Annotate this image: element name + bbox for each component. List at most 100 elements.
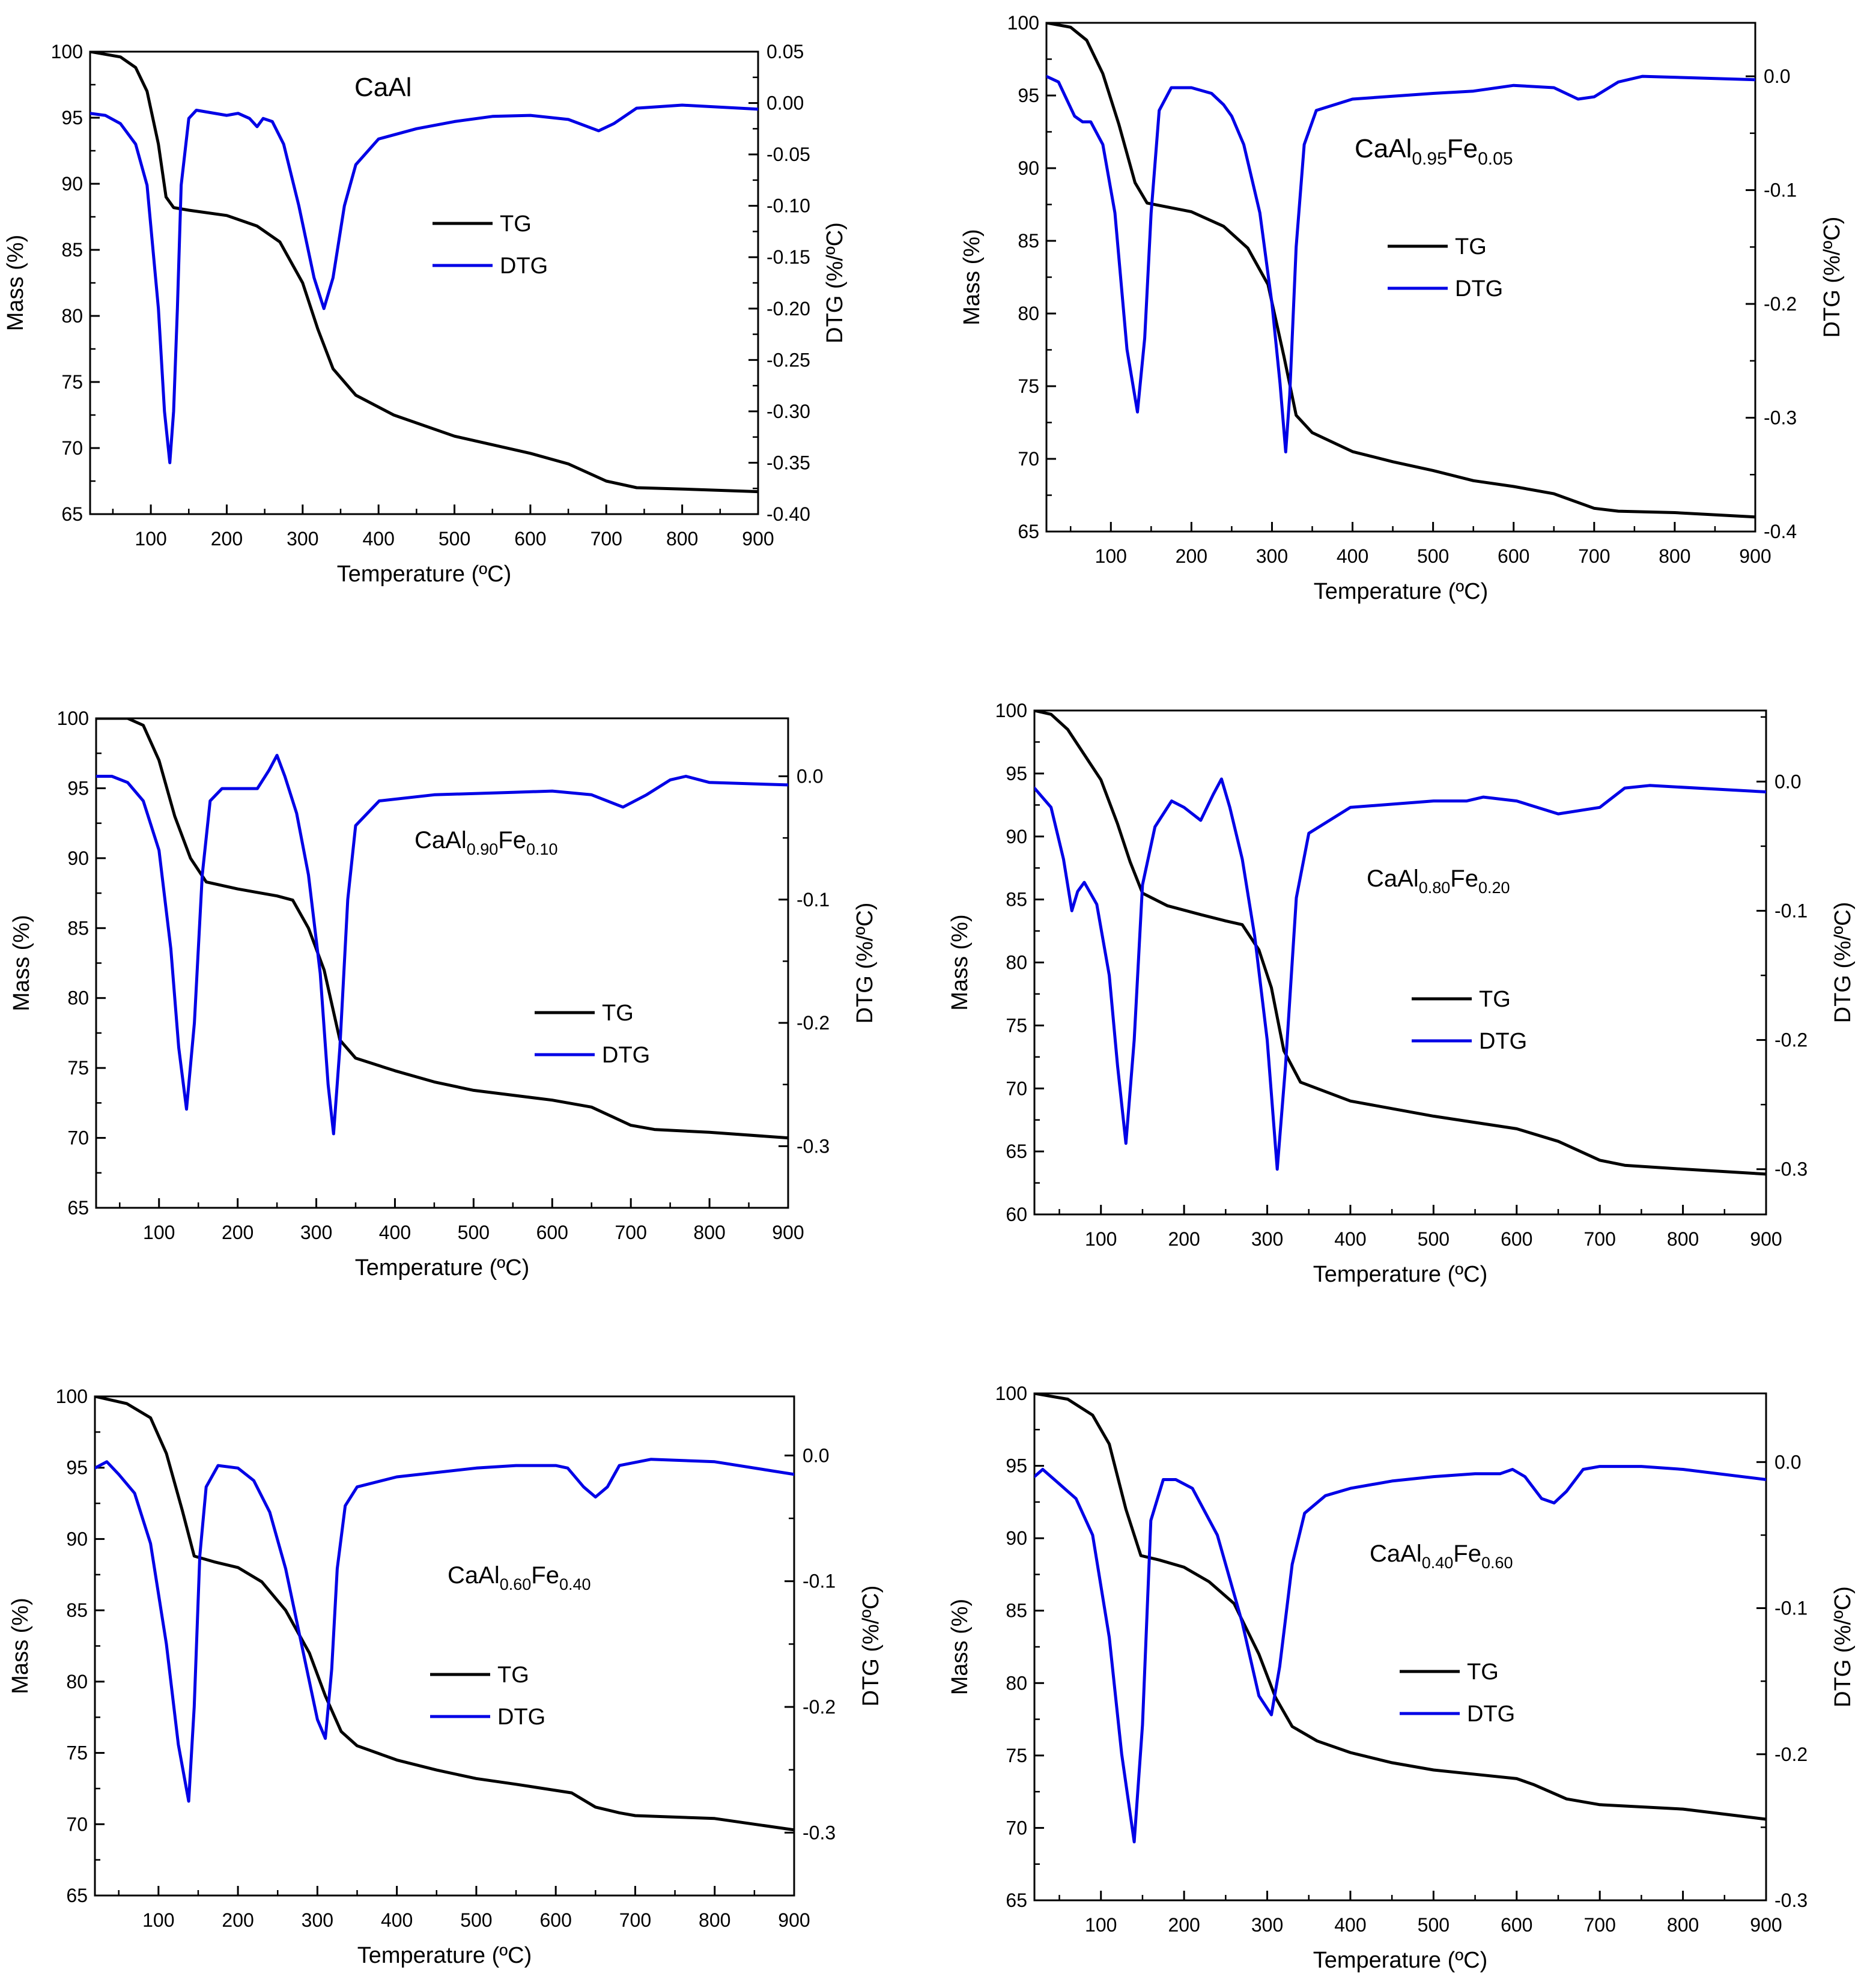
y2-tick-label: -0.15 [767, 246, 810, 268]
y-axis-title: Mass (%) [959, 229, 985, 325]
x-tick-label: 300 [1251, 1228, 1283, 1250]
x-tick-label: 300 [1251, 1914, 1283, 1936]
y2-tick-label: 0.0 [1774, 771, 1801, 792]
legend-label-tg: TG [602, 1001, 634, 1026]
y-tick-label: 95 [66, 1457, 88, 1479]
x-tick-label: 600 [1501, 1914, 1532, 1936]
x-tick-label: 100 [1085, 1914, 1117, 1936]
y2-tick-label: 0.0 [1764, 65, 1790, 87]
y2-tick-label: 0.0 [803, 1444, 829, 1466]
x-axis-title: Temperature (ºC) [357, 1943, 532, 1968]
series-dtg-line [90, 103, 758, 464]
x-tick-label: 700 [619, 1909, 651, 1931]
x-tick-label: 500 [439, 528, 470, 550]
sample-label-subscript: 0.20 [1478, 879, 1510, 897]
y-tick-label: 95 [67, 777, 89, 799]
sample-label-subscript: 0.40 [559, 1575, 591, 1593]
series-dtg-line [96, 754, 788, 1136]
sample-label-part: CaAl [1367, 865, 1419, 892]
x-tick-label: 800 [693, 1222, 725, 1243]
x-axis-title: Temperature (ºC) [337, 562, 512, 587]
y-tick-label: 100 [56, 1386, 88, 1407]
y2-axis-title: DTG (%/ºC) [858, 1586, 884, 1707]
x-tick-label: 500 [1417, 545, 1449, 567]
y2-tick-label: -0.1 [1774, 1598, 1808, 1619]
sample-label-part: CaAl [414, 827, 467, 853]
y2-axis-title: DTG (%/ºC) [1830, 1586, 1856, 1708]
y2-tick-label: 0.0 [1774, 1451, 1801, 1473]
series-tg-line [1034, 711, 1766, 1176]
x-tick-label: 400 [381, 1909, 413, 1931]
y2-tick-label: -0.4 [1764, 521, 1797, 542]
y-tick-label: 75 [1018, 375, 1039, 397]
y-tick-label: 65 [61, 503, 83, 525]
y-tick-label: 80 [61, 305, 83, 327]
x-tick-label: 900 [1739, 545, 1771, 567]
sample-label: CaAl0.95Fe0.05 [1355, 134, 1513, 169]
sample-label-part: Fe [1450, 865, 1478, 892]
x-tick-label: 800 [1667, 1228, 1699, 1250]
y-tick-label: 70 [61, 437, 83, 459]
y-tick-label: 90 [67, 847, 89, 869]
legend-label-dtg: DTG [500, 253, 548, 279]
x-tick-label: 300 [300, 1222, 332, 1243]
y2-tick-label: 0.00 [767, 92, 804, 114]
y-tick-label: 95 [61, 107, 83, 129]
y-tick-label: 75 [67, 1057, 89, 1079]
sample-label-part: CaAl [1355, 134, 1412, 163]
y2-axis-title: DTG (%/ºC) [822, 222, 848, 344]
y2-tick-label: -0.35 [767, 452, 810, 473]
y2-tick-label: -0.3 [1774, 1890, 1808, 1911]
x-tick-label: 200 [1168, 1228, 1200, 1250]
x-tick-label: 200 [1168, 1914, 1200, 1936]
y-tick-label: 85 [1006, 889, 1027, 911]
series-dtg-line [1034, 777, 1766, 1171]
y-tick-label: 90 [1018, 157, 1039, 179]
sample-label-part: CaAl [1370, 1541, 1422, 1567]
legend-label-tg: TG [497, 1662, 529, 1688]
sample-label-part: Fe [531, 1562, 559, 1589]
y-tick-label: 85 [67, 917, 89, 939]
sample-label-part: Fe [1447, 134, 1478, 163]
y2-axis-title: DTG (%/ºC) [1830, 902, 1856, 1023]
y2-tick-label: -0.1 [797, 889, 830, 911]
x-tick-label: 900 [1750, 1914, 1782, 1936]
x-tick-label: 100 [135, 528, 166, 550]
sample-label-subscript: 0.40 [1422, 1554, 1454, 1572]
sample-label-subscript: 0.05 [1478, 149, 1513, 169]
plot-frame [89, 50, 759, 515]
x-tick-label: 500 [1418, 1228, 1450, 1250]
y-tick-label: 80 [1018, 303, 1039, 324]
x-tick-label: 400 [379, 1222, 411, 1243]
sample-label: CaAl0.40Fe0.60 [1370, 1541, 1513, 1572]
sample-label-subscript: 0.80 [1419, 879, 1451, 897]
x-tick-label: 600 [1498, 545, 1529, 567]
y-tick-label: 70 [67, 1127, 89, 1149]
y2-tick-label: -0.2 [1774, 1744, 1808, 1765]
x-tick-label: 900 [1750, 1228, 1782, 1250]
legend-label-tg: TG [500, 211, 532, 237]
y-axis-title: Mass (%) [8, 1598, 33, 1694]
y-tick-label: 75 [61, 371, 83, 393]
legend-label-tg: TG [1467, 1659, 1499, 1685]
x-tick-label: 900 [772, 1222, 804, 1243]
x-tick-label: 800 [1659, 545, 1690, 567]
legend-label-dtg: DTG [602, 1043, 650, 1068]
y2-tick-label: -0.2 [1764, 293, 1797, 315]
y-tick-label: 95 [1018, 85, 1039, 106]
y-tick-label: 60 [1006, 1204, 1027, 1225]
y-tick-label: 65 [1006, 1141, 1027, 1162]
y-tick-label: 90 [1006, 1527, 1027, 1549]
y2-tick-label: -0.05 [767, 144, 810, 165]
series-dtg-line [95, 1458, 794, 1803]
y-axis-title: Mass (%) [9, 915, 34, 1011]
y-tick-label: 95 [1006, 1455, 1027, 1477]
x-axis-title: Temperature (ºC) [1314, 579, 1489, 604]
y-tick-label: 85 [66, 1599, 88, 1621]
sample-label-subscript: 0.60 [1481, 1554, 1513, 1572]
x-tick-label: 800 [666, 528, 698, 550]
y-axis-title: Mass (%) [3, 235, 28, 331]
y2-tick-label: -0.40 [767, 503, 810, 525]
sample-label: CaAl0.90Fe0.10 [414, 827, 558, 858]
x-tick-label: 400 [362, 528, 394, 550]
